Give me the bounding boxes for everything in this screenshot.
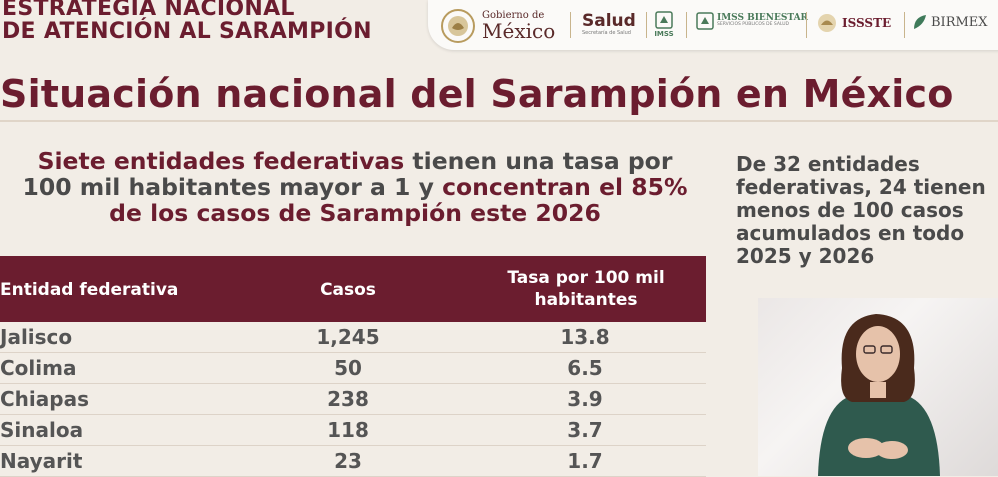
cell-entidad: Jalisco bbox=[0, 325, 73, 349]
government-logo-bar: Gobierno de México Salud Secretaría de S… bbox=[428, 0, 998, 50]
cases-table: Entidad federativa Casos Tasa por 100 mi… bbox=[0, 256, 706, 477]
glasses-icon bbox=[863, 345, 876, 354]
interpreter-face bbox=[856, 326, 900, 382]
birmex-text: BIRMEX bbox=[931, 14, 988, 30]
birmex-logo: BIRMEX bbox=[912, 13, 988, 31]
cell-entidad: Sinaloa bbox=[0, 418, 84, 442]
salud-text: Salud bbox=[582, 11, 636, 31]
interpreter-figure bbox=[818, 314, 940, 476]
table-row: Jalisco 1,245 13.8 bbox=[0, 322, 706, 353]
birmex-leaf-icon bbox=[914, 15, 926, 29]
cell-casos: 23 bbox=[334, 449, 362, 473]
cell-entidad: Chiapas bbox=[0, 387, 89, 411]
table-row: Sinaloa 118 3.7 bbox=[0, 415, 706, 446]
gobierno-small-text: Gobierno de bbox=[482, 10, 545, 21]
gobierno-big-text: México bbox=[482, 19, 556, 43]
imss-bienestar-text: IMSS BIENESTAR bbox=[717, 13, 809, 24]
logo-separator bbox=[646, 12, 647, 38]
header-entidad: Entidad federativa bbox=[0, 280, 179, 300]
cell-casos: 50 bbox=[334, 356, 362, 380]
cell-tasa: 1.7 bbox=[567, 449, 603, 473]
imss-eagle-icon bbox=[655, 11, 673, 29]
issste-emblem-icon bbox=[818, 14, 836, 32]
gobierno-mexico-logo: Gobierno de México bbox=[440, 8, 555, 44]
header-casos: Casos bbox=[320, 280, 376, 300]
cell-tasa: 3.9 bbox=[567, 387, 603, 411]
table-row: Nayarit 23 1.7 bbox=[0, 446, 706, 477]
side-note: De 32 entidades federativas, 24 tienen m… bbox=[736, 152, 986, 268]
imss-bienestar-subtext: SERVICIOS PÚBLICOS DE SALUD bbox=[717, 22, 789, 28]
logo-separator bbox=[904, 12, 905, 38]
logo-separator bbox=[686, 12, 687, 38]
headline-highlight-1: Siete entidades federativas bbox=[37, 147, 405, 175]
headline-middle: tienen una tasa por 100 mil habitantes m… bbox=[22, 147, 673, 201]
salud-logo: Salud Secretaría de Salud bbox=[582, 12, 636, 36]
table-header: Entidad federativa Casos Tasa por 100 mi… bbox=[0, 256, 706, 322]
imss-bienestar-icon bbox=[696, 12, 714, 30]
header-title-line2: DE ATENCIÓN AL SARAMPIÓN bbox=[2, 19, 372, 44]
issste-text: ISSSTE bbox=[842, 16, 892, 30]
interpreter-body bbox=[818, 396, 940, 476]
header-title-line1: ESTRATEGIA NACIONAL bbox=[2, 0, 295, 21]
headline-highlight-2: concentran el 85% de los casos de Saramp… bbox=[109, 173, 688, 227]
cell-casos: 118 bbox=[327, 418, 369, 442]
page-title: Situación nacional del Sarampión en Méxi… bbox=[0, 72, 954, 116]
header-tasa: Tasa por 100 mil habitantes bbox=[507, 268, 665, 310]
imss-logo: IMSS bbox=[654, 10, 674, 38]
strategy-header-title: ESTRATEGIA NACIONAL DE ATENCIÓN AL SARAM… bbox=[2, 0, 372, 43]
cell-tasa: 6.5 bbox=[567, 356, 603, 380]
salud-subtext: Secretaría de Salud bbox=[582, 30, 631, 36]
headline-text: Siete entidades federativas tienen una t… bbox=[10, 148, 700, 226]
logo-separator bbox=[570, 12, 571, 38]
table-row: Colima 50 6.5 bbox=[0, 353, 706, 384]
imss-bienestar-logo: IMSS BIENESTAR SERVICIOS PÚBLICOS DE SAL… bbox=[696, 12, 808, 30]
cell-entidad: Colima bbox=[0, 356, 77, 380]
imss-text: IMSS bbox=[654, 30, 674, 38]
sign-language-interpreter-video bbox=[758, 298, 998, 476]
logo-separator bbox=[806, 12, 807, 38]
cell-casos: 1,245 bbox=[316, 325, 380, 349]
interpreter-hands bbox=[848, 438, 884, 458]
cell-tasa: 13.8 bbox=[560, 325, 610, 349]
issste-logo: ISSSTE bbox=[816, 12, 891, 34]
cell-entidad: Nayarit bbox=[0, 449, 83, 473]
title-divider bbox=[0, 120, 998, 122]
national-seal-icon bbox=[441, 9, 475, 43]
cell-tasa: 3.7 bbox=[567, 418, 603, 442]
table-row: Chiapas 238 3.9 bbox=[0, 384, 706, 415]
cell-casos: 238 bbox=[327, 387, 369, 411]
